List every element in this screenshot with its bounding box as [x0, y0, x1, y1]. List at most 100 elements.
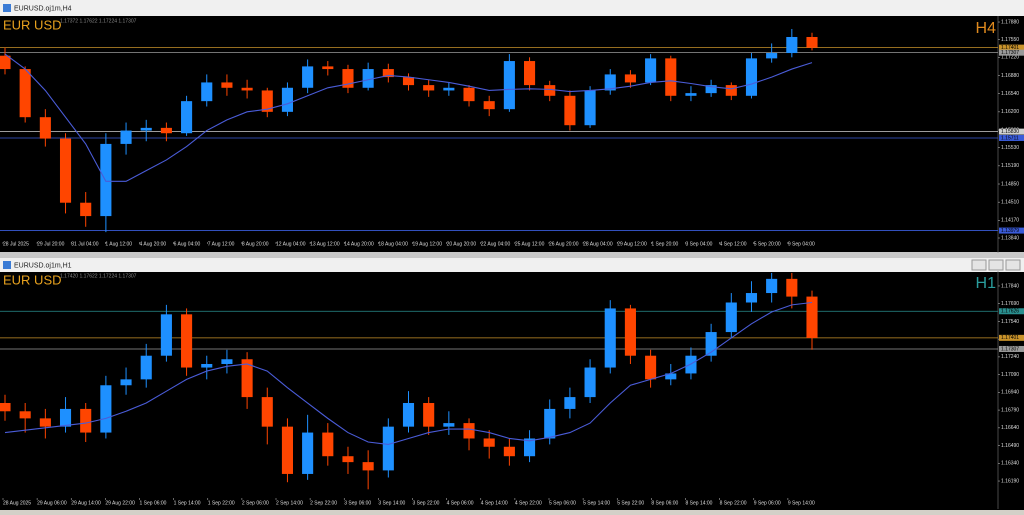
close-button[interactable] — [1005, 259, 1021, 271]
price-tag-label: 1.17626 — [1001, 309, 1019, 315]
y-tick-label: 1.16790 — [1001, 407, 1019, 413]
candle-body — [0, 55, 11, 70]
candle-body — [261, 397, 273, 427]
price-tag-label: 1.13979 — [1001, 228, 1019, 234]
symbol-label: EUR USD — [3, 17, 62, 32]
candle-body — [221, 82, 233, 88]
candle-body — [665, 373, 677, 380]
x-tick-label: 28 Aug 2025 — [3, 500, 31, 506]
ohlc-info: 1.17372 1.17622 1.17224 1.17307 — [60, 18, 137, 24]
candle-body — [604, 308, 616, 368]
x-tick-label: 3 Sep 06:00 — [344, 500, 371, 506]
price-tag-label: 1.17307 — [1001, 50, 1019, 56]
candle-body — [362, 462, 374, 471]
timeframe-label: H1 — [976, 275, 997, 292]
candle-body — [261, 90, 273, 112]
symbol-label: EUR USD — [3, 272, 62, 287]
x-tick-label: 18 Aug 04:00 — [378, 241, 408, 247]
candle-body — [624, 308, 636, 356]
candle-body — [201, 363, 213, 368]
candle-body — [564, 95, 576, 126]
candle-body — [705, 332, 717, 356]
price-tag — [999, 49, 1024, 56]
candle-body — [39, 117, 51, 139]
x-tick-label: 5 Sep 22:00 — [617, 500, 644, 506]
x-tick-label: 29 Aug 12:00 — [617, 241, 647, 247]
y-tick-label: 1.16200 — [1001, 109, 1019, 115]
x-tick-label: 31 Jul 04:00 — [71, 241, 98, 247]
y-tick-label: 1.14850 — [1001, 181, 1019, 187]
y-tick-label: 1.17240 — [1001, 354, 1019, 360]
x-tick-label: 20 Aug 20:00 — [447, 241, 477, 247]
y-tick-label: 1.17690 — [1001, 301, 1019, 307]
candle-body — [160, 127, 172, 134]
candle-body — [402, 77, 415, 86]
y-tick-label: 1.16940 — [1001, 390, 1019, 396]
ohlc-info: 1.17420 1.17622 1.17224 1.17307 — [60, 273, 137, 279]
price-tag — [999, 128, 1024, 135]
x-tick-label: 8 Sep 22:00 — [720, 500, 747, 506]
title-bar — [0, 258, 1024, 272]
candle-body — [402, 403, 415, 427]
candle-body — [483, 101, 495, 110]
y-tick-label: 1.16640 — [1001, 425, 1019, 431]
candle-body — [745, 58, 758, 96]
candle-body — [483, 438, 495, 447]
candle-body — [423, 403, 435, 427]
candle-body — [100, 143, 112, 217]
candle-body — [725, 302, 737, 333]
candle-body — [584, 367, 596, 398]
candle-body — [281, 87, 293, 112]
x-tick-label: 2 Sep 06:00 — [242, 500, 269, 506]
chart-area — [0, 272, 1024, 510]
minimize-button[interactable] — [971, 259, 987, 271]
price-tag-label: 1.17307 — [1001, 346, 1019, 352]
window-title: EURUSD.oj1m,H4 — [14, 5, 72, 12]
x-tick-label: 12 Aug 04:00 — [276, 241, 306, 247]
x-tick-label: 28 Jul 2025 — [3, 241, 29, 247]
y-tick-label: 1.17880 — [1001, 19, 1019, 25]
y-tick-label: 1.14170 — [1001, 218, 1019, 224]
candle-body — [181, 314, 193, 368]
x-tick-label: 4 Sep 22:00 — [515, 500, 542, 506]
y-tick-label: 1.16190 — [1001, 478, 1019, 484]
candle-body — [342, 456, 354, 463]
candle-body — [362, 69, 374, 88]
restore-button[interactable] — [988, 259, 1004, 271]
candle-body — [140, 127, 152, 131]
candle-body — [544, 85, 556, 96]
x-tick-label: 22 Aug 04:00 — [481, 241, 511, 247]
y-tick-label: 1.17090 — [1001, 372, 1019, 378]
x-tick-label: 28 Aug 04:00 — [583, 241, 613, 247]
x-tick-label: 13 Aug 12:00 — [310, 241, 340, 247]
y-tick-label: 1.16490 — [1001, 443, 1019, 449]
title-bar — [0, 0, 1024, 16]
candle-body — [806, 296, 818, 338]
candle-body — [564, 397, 576, 409]
candle-body — [624, 74, 636, 83]
y-tick-label: 1.17540 — [1001, 319, 1019, 325]
price-tag — [999, 134, 1024, 141]
candle-body — [705, 85, 717, 94]
candle-body — [665, 58, 677, 96]
candle-body — [443, 423, 455, 427]
candle-body — [382, 426, 394, 471]
splitter — [0, 252, 1024, 258]
price-tag-label: 1.15711 — [1001, 135, 1019, 141]
price-tag — [999, 345, 1024, 352]
candle-body — [221, 359, 233, 364]
y-tick-label: 1.17220 — [1001, 55, 1019, 61]
price-tag — [999, 44, 1024, 51]
candle-body — [100, 385, 112, 433]
x-tick-label: 9 Sep 06:00 — [754, 500, 781, 506]
y-tick-label: 1.15190 — [1001, 163, 1019, 169]
price-tag — [999, 308, 1024, 315]
candle-body — [423, 85, 435, 91]
price-tag-label: 1.15830 — [1001, 129, 1019, 135]
candle-body — [503, 446, 515, 457]
candle-body — [766, 53, 778, 59]
candle-body — [725, 85, 737, 96]
moving-average — [4, 301, 813, 445]
window-icon — [3, 261, 11, 269]
